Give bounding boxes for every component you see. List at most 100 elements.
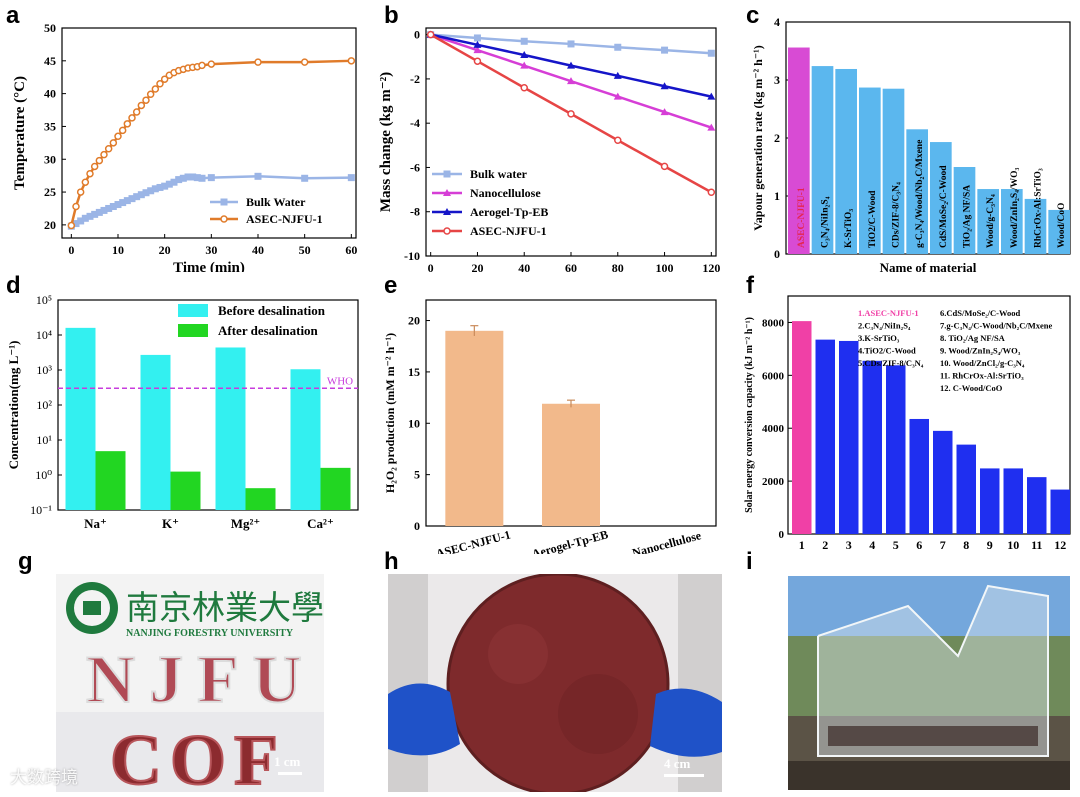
x-category-label: Na⁺	[84, 516, 107, 531]
data-point	[614, 43, 622, 51]
panel-letter-g: g	[18, 548, 33, 575]
y-tick-label: 10³	[36, 363, 52, 377]
bar-category-label: g-C₃N₄/Wood/Nb₂C/Mxene	[915, 140, 925, 248]
data-point	[254, 58, 262, 66]
y-axis-label: Vapour generation rate (kg m⁻² h⁻¹)	[751, 45, 765, 231]
data-point	[520, 37, 528, 45]
evaporator-tray	[828, 726, 1038, 746]
scale-bar-g	[278, 772, 302, 775]
bar	[862, 360, 882, 534]
x-tick-label: 60	[565, 261, 577, 272]
legend-entry: 9. Wood/ZnIn₂S₄/WO₃	[940, 346, 1021, 356]
bar	[815, 339, 835, 534]
x-tick-label: 0	[68, 243, 74, 257]
y-tick-label: 45	[44, 54, 56, 68]
y-tick-label: 3	[774, 73, 780, 87]
bar	[788, 47, 810, 254]
bar-category-label: CDs/ZIF-8/C₃N₄	[892, 182, 902, 248]
data-point	[520, 51, 529, 59]
legend-label: Bulk Water	[246, 195, 306, 209]
data-point	[100, 150, 108, 159]
data-point	[95, 156, 104, 165]
data-point	[198, 174, 206, 182]
legend-entry: 5.CDs/ZIF-8/C₃N₄	[858, 358, 924, 368]
y-tick-label: 10⁵	[36, 293, 52, 307]
legend-marker	[443, 189, 451, 196]
bar-category-label: K-SrTiO₃	[844, 209, 854, 248]
data-point	[118, 126, 127, 135]
bar-category-label: CdS/MoSe₂/C-Wood	[939, 165, 949, 248]
legend-entry: 8. TiO₂/Ag NF/SA	[940, 333, 1006, 343]
x-tick-label: 120	[702, 261, 720, 272]
bar	[1048, 209, 1070, 254]
data-point	[137, 101, 146, 110]
y-tick-label: 25	[44, 185, 56, 199]
data-point	[114, 132, 122, 141]
x-category-label: K⁺	[162, 516, 179, 531]
data-point	[660, 108, 669, 116]
data-point	[347, 174, 355, 182]
bar	[65, 327, 96, 510]
bar-category-label: C₃N₄/NiIn₂S₄	[821, 196, 831, 248]
bar	[170, 471, 201, 510]
bar-category-label: Wood/g-C₃N₄	[986, 194, 996, 248]
data-point	[707, 49, 715, 57]
data-point	[160, 75, 169, 83]
legend-marker	[220, 215, 228, 223]
glass-chamber	[818, 586, 1048, 756]
bar	[215, 347, 246, 510]
x-category-label: 2	[822, 538, 828, 552]
data-point	[567, 110, 575, 118]
x-category-label: 4	[869, 538, 875, 552]
panel-letter-i: i	[746, 548, 753, 575]
data-point	[207, 174, 215, 182]
x-category-label: 8	[963, 538, 969, 552]
y-tick-label: -6	[410, 160, 420, 174]
x-tick-label: 40	[518, 261, 530, 272]
y-tick-label: 0	[779, 529, 785, 541]
y-tick-label: 20	[408, 314, 420, 328]
data-point	[132, 108, 141, 116]
legend-entry: 10. Wood/ZnCl₂/g-C₃N₄	[940, 358, 1025, 368]
y-tick-label: 20	[44, 218, 56, 232]
bar	[445, 330, 504, 526]
legend-label: ASEC-NJFU-1	[246, 212, 323, 226]
legend-marker	[443, 208, 451, 215]
data-point	[81, 178, 90, 186]
bar-category-label: Wood/ZnIn₂S₄/WO₃	[1010, 167, 1020, 248]
university-name-chinese: 南京林業大學	[126, 590, 324, 627]
data-point	[301, 174, 309, 182]
panel-letter-b: b	[384, 2, 399, 29]
panel-letter-f: f	[746, 272, 754, 299]
y-tick-label: 8000	[762, 317, 785, 329]
y-tick-label: 50	[44, 21, 56, 35]
data-point	[86, 169, 94, 178]
bar	[956, 444, 976, 534]
x-category-label: 6	[916, 538, 922, 552]
who-reference-label: WHO	[327, 375, 353, 387]
bar	[290, 369, 321, 510]
x-category-label: 12	[1054, 538, 1066, 552]
x-tick-label: 20	[471, 261, 483, 272]
data-point	[156, 80, 164, 88]
x-category-label: Nanocellulose	[631, 528, 704, 554]
panel-letter-e: e	[384, 272, 398, 299]
y-axis-label: Solar energy conversion capacity (kJ m⁻²…	[744, 317, 755, 513]
cof-letters-njfu: NJFU	[86, 641, 316, 717]
y-tick-label: 10	[408, 416, 420, 430]
y-tick-label: 0	[774, 247, 780, 261]
bar	[140, 354, 171, 510]
data-point	[520, 61, 529, 69]
legend-entry: 3.K-SrTiO₃	[858, 333, 900, 343]
bar-category-label: ASEC-NJFU-1	[797, 187, 807, 248]
legend-swatch	[178, 324, 208, 337]
x-category-label: Mg²⁺	[231, 516, 261, 531]
photo-i-evaporation-device	[788, 576, 1070, 790]
bar	[906, 129, 928, 254]
y-tick-label: -4	[410, 116, 420, 130]
data-point	[347, 57, 356, 65]
cof-letters-cof: COF	[110, 720, 286, 792]
y-tick-label: 30	[44, 152, 56, 166]
panel-letter-a: a	[6, 2, 20, 29]
